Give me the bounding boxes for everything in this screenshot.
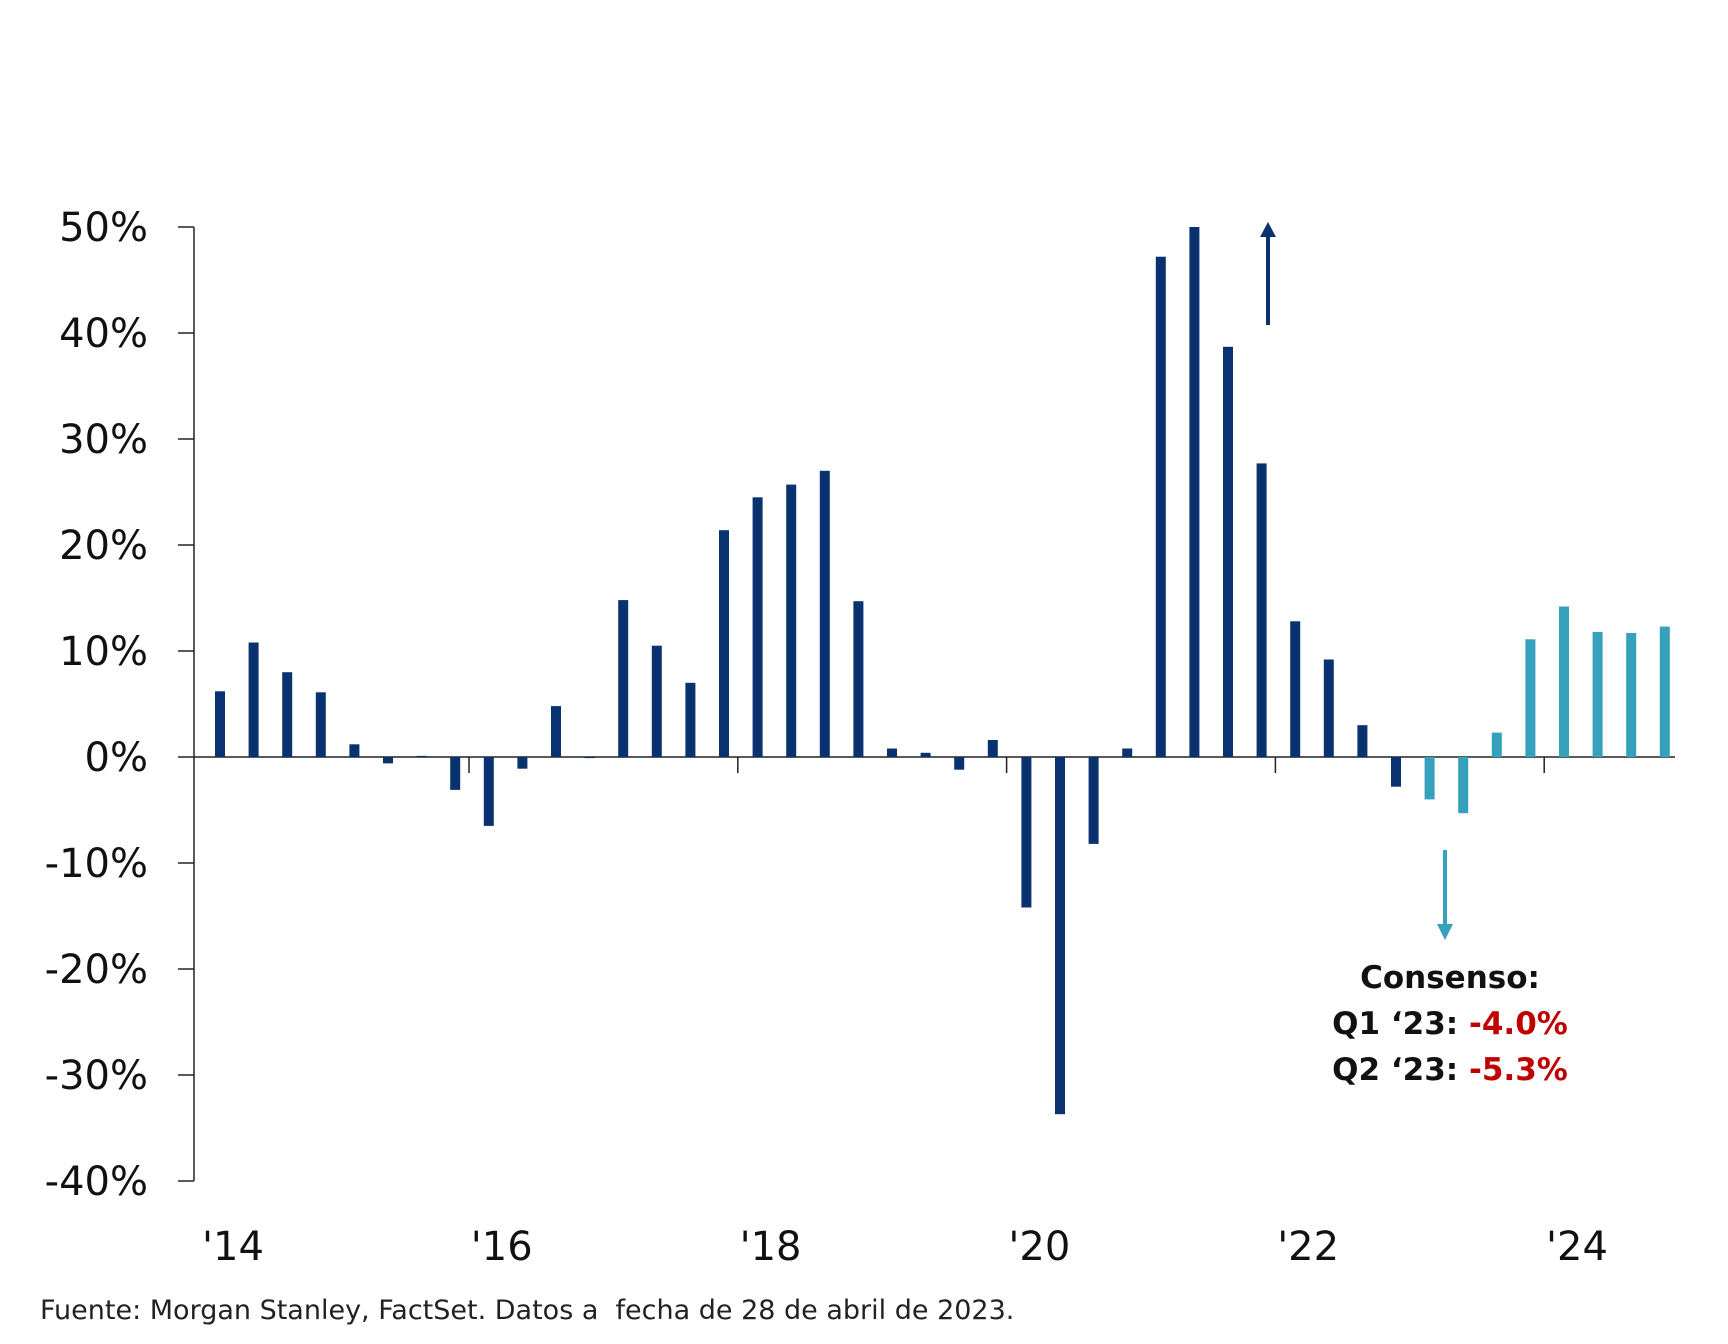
- consensus-q1-value: -4.0%: [1468, 1006, 1568, 1042]
- bar: [315, 692, 326, 757]
- bar: [1592, 631, 1603, 757]
- bar: [483, 757, 494, 826]
- bar: [954, 757, 965, 770]
- source-note: Fuente: Morgan Stanley, FactSet. Datos a…: [40, 1295, 1015, 1326]
- y-tick-label: -40%: [45, 1159, 148, 1205]
- bar: [215, 691, 225, 757]
- bar: [1223, 346, 1233, 757]
- bar: [1525, 639, 1536, 757]
- bar: [887, 748, 897, 757]
- bar: [1357, 725, 1368, 757]
- bar: [1055, 757, 1065, 1115]
- y-tick-label: 20%: [59, 523, 148, 569]
- bar: [1256, 463, 1267, 757]
- consensus-q2: Q2 ‘23: -5.3%: [1332, 1052, 1568, 1088]
- x-tick-label: '24: [1546, 1224, 1608, 1270]
- bar: [1021, 757, 1032, 908]
- bar: [719, 530, 729, 757]
- bar: [416, 755, 427, 757]
- y-tick-label: -20%: [45, 947, 148, 993]
- bar: [1626, 633, 1637, 757]
- x-tick-label: '14: [202, 1224, 264, 1270]
- bar: [853, 601, 864, 757]
- series-actual: [215, 227, 1401, 1115]
- bar: [1290, 621, 1301, 757]
- bar: [1491, 732, 1502, 757]
- x-tick-label: '20: [1008, 1224, 1070, 1270]
- y-tick-label: -10%: [45, 841, 148, 887]
- bar: [282, 672, 293, 757]
- bar: [1659, 626, 1670, 757]
- consensus-annotation: Consenso: Q1 ‘23: -4.0% Q2 ‘23: -5.3%: [1300, 955, 1600, 1093]
- y-tick-label: 50%: [59, 205, 148, 251]
- bar: [1458, 757, 1469, 814]
- bar: [1088, 757, 1099, 844]
- x-axis-labels: '14 '16 '18 '20 '22 '24: [202, 1224, 1608, 1270]
- bar: [1424, 757, 1435, 800]
- consensus-q2-value: -5.3%: [1468, 1052, 1568, 1088]
- bar: [752, 497, 763, 757]
- bar: [819, 470, 830, 757]
- bar: [685, 682, 696, 757]
- bar: [551, 706, 561, 757]
- bar: [1122, 748, 1133, 757]
- bar: [1559, 606, 1569, 757]
- y-tick-label: 10%: [59, 629, 148, 675]
- bar: [1323, 659, 1334, 757]
- bar: [248, 642, 259, 757]
- bar: [651, 645, 662, 757]
- bar: [383, 757, 393, 764]
- x-tick-label: '18: [740, 1224, 802, 1270]
- up-arrow-icon: [1260, 222, 1276, 325]
- consensus-q1: Q1 ‘23: -4.0%: [1332, 1006, 1568, 1042]
- y-axis-labels: 50% 40% 30% 20% 10% 0% -10% -20% -30% -40%: [45, 205, 148, 1205]
- down-arrow-icon: [1437, 850, 1453, 940]
- bar: [450, 757, 461, 790]
- y-tick-label: -30%: [45, 1053, 148, 1099]
- series-consenso: [1424, 606, 1670, 814]
- bar: [786, 484, 797, 757]
- bar: [1391, 757, 1401, 787]
- bar: [349, 744, 360, 757]
- bar: [1189, 227, 1200, 757]
- bar: [987, 740, 998, 757]
- bar: [1155, 256, 1166, 757]
- x-tick-label: '22: [1277, 1224, 1339, 1270]
- y-tick-label: 30%: [59, 417, 148, 463]
- y-tick-label: 40%: [59, 311, 148, 357]
- x-tick-label: '16: [471, 1224, 533, 1270]
- y-tick-label: 0%: [85, 735, 148, 781]
- bar: [618, 600, 629, 757]
- bar: [920, 752, 931, 757]
- consensus-title: Consenso:: [1360, 960, 1540, 996]
- bar: [584, 757, 595, 759]
- bar: [517, 757, 528, 769]
